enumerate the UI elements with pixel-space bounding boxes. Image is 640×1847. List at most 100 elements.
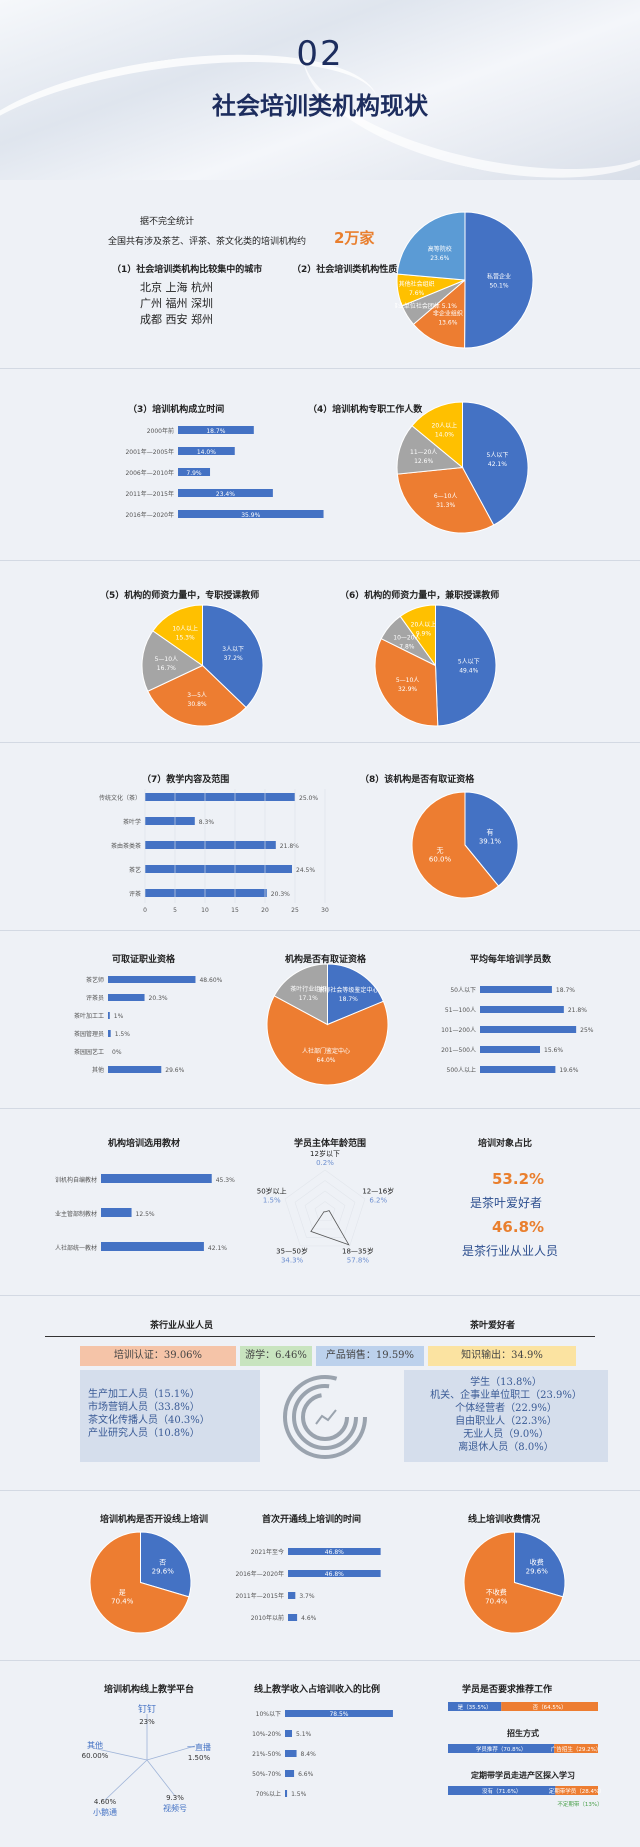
bar bbox=[108, 1012, 110, 1019]
pie-slice bbox=[396, 211, 466, 281]
bar bbox=[288, 1614, 298, 1621]
pie-label: 37.2% bbox=[224, 655, 243, 662]
connector-line bbox=[104, 1759, 148, 1801]
pie-label: 茶叶行业组织 bbox=[290, 985, 326, 993]
bar bbox=[288, 1548, 381, 1555]
bars-s9: 10%以下 78.5% 10%-20% 5.1% 21%-50% 8.4% 50%-70% 6… bbox=[252, 1710, 393, 1798]
bar-value-label: 1% bbox=[114, 1013, 124, 1020]
bar-category-label: 茶艺 bbox=[129, 866, 141, 874]
tick-label: 5 bbox=[173, 907, 177, 914]
bar bbox=[285, 1750, 297, 1757]
stack-segment bbox=[448, 1786, 556, 1795]
tick-label: 30 bbox=[321, 907, 329, 914]
bar bbox=[108, 994, 145, 1001]
stack-note: 不定期带（13%） bbox=[557, 1800, 602, 1808]
pill-training: 培训认证：39.06% bbox=[80, 1346, 236, 1366]
right-item: 个体经营者（22.9%） bbox=[455, 1403, 557, 1414]
s9-heading-1: 培训机构线上教学平台 bbox=[104, 1685, 195, 1695]
bar bbox=[480, 1066, 556, 1073]
bars-s8: 2021年至今 46.8% 2016年—2020年 46.8% 2011年—2015年 3… bbox=[235, 1548, 381, 1622]
pie-label: 3人以下 bbox=[222, 646, 244, 653]
bars-s6: 培训机构自编教材 45.3% 行业主管部制教材 12.5% 人社部统一教材 42.1% bbox=[55, 1174, 235, 1252]
bar-category-label: 51—100人 bbox=[445, 1007, 476, 1014]
stack-segment bbox=[448, 1744, 555, 1753]
pie-label: 18.7% bbox=[339, 996, 358, 1003]
platform-label: 钉钉 bbox=[138, 1704, 156, 1715]
pie-label: 有 bbox=[486, 828, 493, 837]
bar-category-label: 行业主管部制教材 bbox=[55, 1210, 97, 1218]
tick-label: 15 bbox=[231, 907, 239, 914]
bar bbox=[178, 426, 254, 434]
bar-value-label: 25.0% bbox=[299, 795, 318, 802]
bar-category-label: 21%-50% bbox=[252, 1751, 281, 1758]
pie-label: 50.1% bbox=[489, 283, 508, 290]
s6-heading-1: 机构培训选用教材 bbox=[108, 1139, 181, 1149]
pie-slice bbox=[140, 1531, 192, 1598]
platform-label: 视频号 bbox=[163, 1803, 187, 1813]
divider bbox=[0, 560, 640, 561]
bar bbox=[285, 1790, 288, 1797]
radar-axis-label: 50岁以上 bbox=[257, 1186, 287, 1195]
pie-label: 29.6% bbox=[526, 1567, 549, 1575]
s9-heading-2: 线上教学收入占培训收入的比例 bbox=[254, 1685, 381, 1695]
pie-label: 39.1% bbox=[479, 838, 502, 846]
pie-slice bbox=[435, 604, 497, 727]
bar-value-label: 25% bbox=[580, 1027, 594, 1034]
bars-s2: 2000年前 18.7% 2001年—2005年 14.0% 2006年—2010年 7.… bbox=[125, 426, 324, 519]
s6-heading-2: 学员主体年龄范围 bbox=[294, 1139, 367, 1149]
pie-label: 23.6% bbox=[430, 255, 449, 262]
bar bbox=[108, 1030, 111, 1037]
pie-slice bbox=[412, 278, 466, 349]
pie-slice bbox=[411, 791, 500, 899]
bar-category-label: 2010年以前 bbox=[251, 1614, 284, 1622]
bar-category-label: 10%-20% bbox=[252, 1731, 281, 1738]
pie-label: 16.7% bbox=[157, 665, 176, 672]
bar-category-label: 茶园园艺工 bbox=[74, 1048, 104, 1056]
bar-value-label: 3.7% bbox=[299, 1593, 315, 1600]
bar-category-label: 2001年—2005年 bbox=[125, 448, 174, 456]
pie-slice bbox=[152, 604, 203, 667]
stack-label: 定期带学员（28.4%） bbox=[549, 1787, 605, 1795]
bar-value-label: 21.8% bbox=[280, 843, 299, 850]
divider bbox=[0, 1108, 640, 1109]
radar-value-label: 0.2% bbox=[316, 1159, 334, 1167]
bar-category-label: 茶由茶类茶 bbox=[111, 842, 141, 850]
pie-label: 5—10人 bbox=[396, 677, 419, 684]
bar-value-label: 21.8% bbox=[568, 1007, 587, 1014]
radar-axis-label: 12岁以下 bbox=[310, 1150, 340, 1158]
bar-category-label: 2006年—2010年 bbox=[125, 469, 174, 477]
pie-label: 17.1% bbox=[299, 995, 318, 1002]
bar bbox=[145, 865, 292, 873]
divider bbox=[0, 1490, 640, 1491]
stack-segment bbox=[448, 1702, 502, 1711]
bar bbox=[285, 1710, 393, 1717]
bar bbox=[101, 1174, 212, 1183]
pie-label: 非企业组织 bbox=[433, 310, 463, 318]
section-number: 02 bbox=[296, 34, 344, 74]
bar-category-label: 2016年—2020年 bbox=[125, 511, 174, 519]
tick-label: 0 bbox=[143, 907, 147, 914]
share-2-text: 是茶行业从业人员 bbox=[462, 1244, 559, 1258]
platform-value: 1.50% bbox=[188, 1754, 211, 1762]
bar-value-label: 42.1% bbox=[208, 1245, 227, 1252]
bar-value-label: 20.3% bbox=[149, 995, 168, 1002]
left-box: 生产加工人员（15.1%） 市场营销人员（33.8%） 茶文化传播人员（40.3… bbox=[80, 1370, 260, 1462]
bar bbox=[288, 1570, 381, 1577]
pie-label: 收费 bbox=[530, 1557, 544, 1566]
pie-label: 11—20人 bbox=[410, 449, 437, 456]
bar bbox=[285, 1730, 293, 1737]
divider bbox=[0, 368, 640, 369]
pie-s5: 职称社会等级鉴定中心 18.7% 人社部门鉴定中心 64.0% 茶叶行业组织 17.1% bbox=[266, 963, 389, 1086]
tick-label: 20 bbox=[261, 907, 269, 914]
pie-label: 9.9% bbox=[416, 631, 432, 638]
pie-label: 32.9% bbox=[398, 686, 417, 693]
right-box: 学生（13.8%） 机关、企事业单位职工（23.9%） 个体经营者（22.9%）… bbox=[404, 1370, 608, 1462]
pie-label: 31.3% bbox=[436, 502, 455, 509]
bar-value-label: 0% bbox=[112, 1049, 122, 1056]
share-1-text: 是茶叶爱好者 bbox=[470, 1196, 543, 1210]
bar bbox=[145, 841, 276, 849]
bar-value-label: 14.0% bbox=[197, 449, 216, 456]
s8-heading-1: 培训机构是否开设线上培训 bbox=[100, 1515, 209, 1525]
bar-value-label: 46.8% bbox=[325, 1549, 344, 1556]
